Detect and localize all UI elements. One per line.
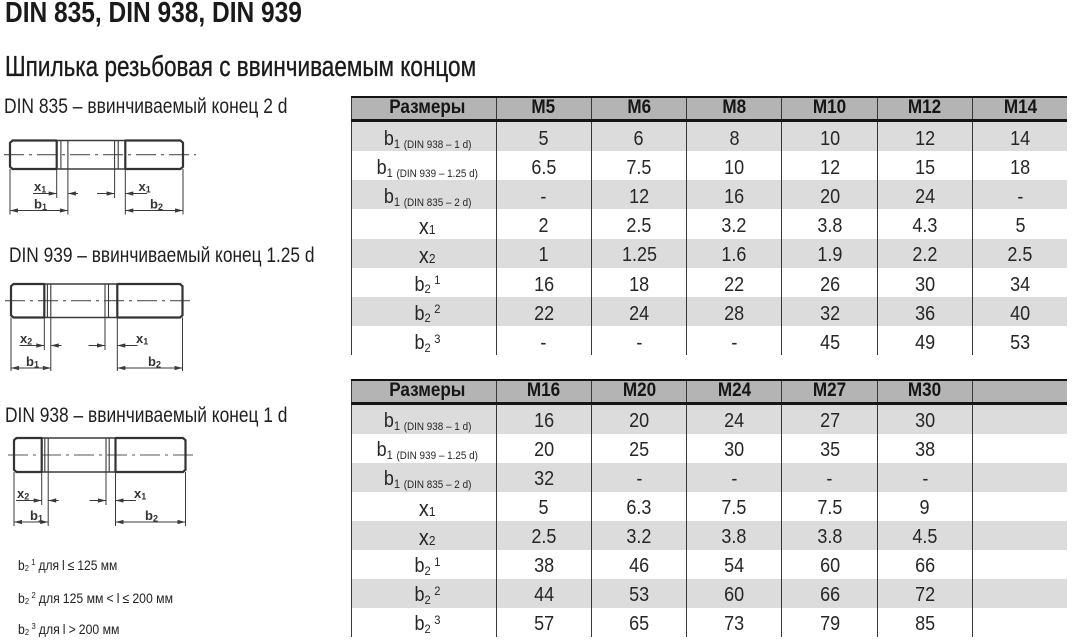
- svg-text:b1: b1: [34, 197, 47, 213]
- svg-text:b2: b2: [148, 354, 161, 370]
- svg-text:b2: b2: [150, 197, 163, 213]
- svg-text:x1: x1: [136, 331, 148, 347]
- svg-text:x2: x2: [20, 331, 32, 347]
- svg-text:b1: b1: [30, 508, 43, 524]
- svg-text:b1: b1: [26, 354, 39, 370]
- svg-text:x2: x2: [17, 486, 29, 502]
- svg-text:b2: b2: [145, 508, 158, 524]
- svg-text:x1: x1: [139, 179, 151, 195]
- svg-text:x1: x1: [134, 486, 146, 502]
- svg-text:x1: x1: [34, 179, 46, 195]
